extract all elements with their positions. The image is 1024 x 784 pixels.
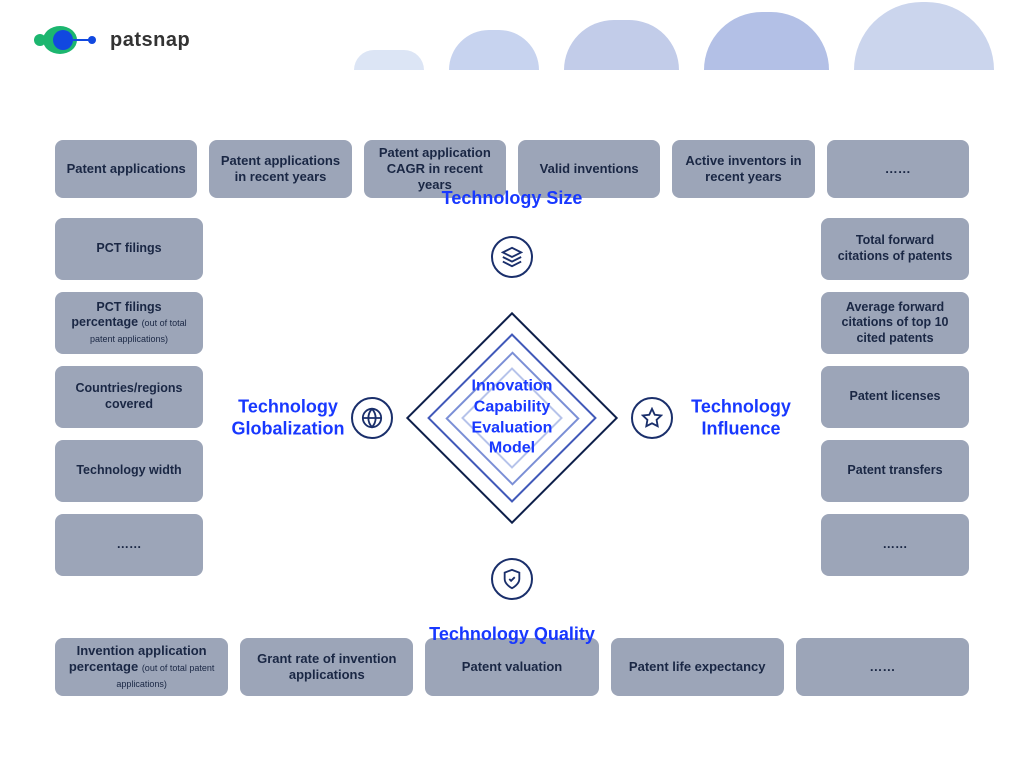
header: patsnap xyxy=(0,0,1024,100)
metric-box: Technology width xyxy=(55,440,203,502)
metric-box: Patent licenses xyxy=(821,366,969,428)
decoration-semicircle xyxy=(704,12,829,70)
metric-box: …… xyxy=(821,514,969,576)
axis-label-top: Technology Size xyxy=(442,188,583,210)
metric-box: Patent life expectancy xyxy=(611,638,784,696)
metric-box: Invention application percentage (out of… xyxy=(55,638,228,696)
shield-icon xyxy=(491,558,533,600)
globe-icon xyxy=(351,397,393,439)
metric-box: Patent valuation xyxy=(425,638,598,696)
diagram-content: Patent applicationsPatent applications i… xyxy=(0,100,1024,784)
brand-name: patsnap xyxy=(110,29,190,52)
metric-box: …… xyxy=(55,514,203,576)
metric-box: Active inventors in recent years xyxy=(672,140,814,198)
bottom-metrics-row: Invention application percentage (out of… xyxy=(55,638,969,696)
center-diamond: Innovation Capability Evaluation Model xyxy=(412,318,612,518)
metric-box: Patent applications in recent years xyxy=(209,140,351,198)
axis-label-right: Technology Influence xyxy=(686,396,796,439)
decoration-semicircle xyxy=(449,30,539,70)
metric-box: PCT filings xyxy=(55,218,203,280)
header-decoration xyxy=(354,0,1024,70)
logo-mark xyxy=(30,20,100,60)
metric-box: Patent applications xyxy=(55,140,197,198)
decoration-semicircle xyxy=(564,20,679,70)
metric-box: Countries/regions covered xyxy=(55,366,203,428)
left-metrics-col: PCT filings PCT filings percentage (out o… xyxy=(55,218,203,618)
axis-label-left: Technology Globalization xyxy=(228,396,348,439)
right-metrics-col: Total forward citations of patents Averag… xyxy=(821,218,969,618)
brand-logo: patsnap xyxy=(30,20,190,60)
middle-area: PCT filings PCT filings percentage (out o… xyxy=(55,218,969,618)
metric-box: …… xyxy=(827,140,969,198)
decoration-semicircle xyxy=(854,2,994,70)
axis-label-bottom: Technology Quality xyxy=(429,624,595,646)
layers-icon xyxy=(491,236,533,278)
metric-box: Average forward citations of top 10 cite… xyxy=(821,292,969,354)
metric-box: Patent transfers xyxy=(821,440,969,502)
metric-box: …… xyxy=(796,638,969,696)
metric-box: PCT filings percentage (out of total pat… xyxy=(55,292,203,354)
center-area: Technology Size Technology Quality Techn… xyxy=(203,218,821,618)
metric-box: Grant rate of invention applications xyxy=(240,638,413,696)
center-title: Innovation Capability Evaluation Model xyxy=(457,376,567,459)
metric-box: Total forward citations of patents xyxy=(821,218,969,280)
decoration-semicircle xyxy=(354,50,424,70)
star-icon xyxy=(631,397,673,439)
